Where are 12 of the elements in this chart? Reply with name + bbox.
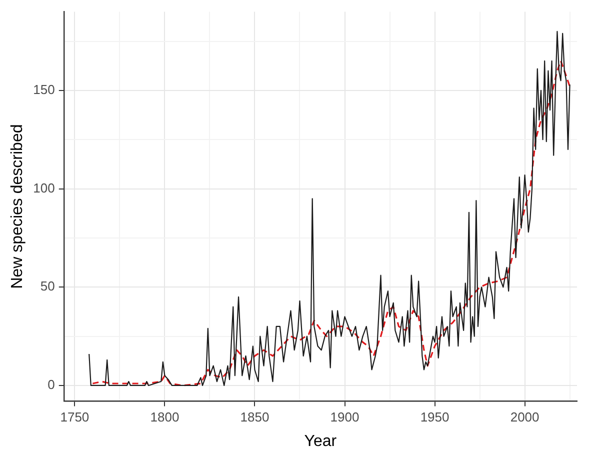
x-tick-label: 1750 [60, 410, 90, 425]
y-axis-title: New species described [9, 124, 26, 289]
x-tick-label: 2000 [510, 410, 540, 425]
x-tick-label: 1850 [240, 410, 270, 425]
x-tick-label: 1950 [420, 410, 450, 425]
x-tick-label: 1900 [330, 410, 360, 425]
y-tick-label: 100 [33, 180, 55, 196]
x-tick-label: 1800 [150, 410, 180, 425]
y-tick-label: 50 [40, 278, 55, 294]
y-tick-label: 150 [33, 82, 55, 98]
x-axis-title: Year [304, 432, 338, 450]
y-tick-label: 0 [48, 377, 55, 392]
